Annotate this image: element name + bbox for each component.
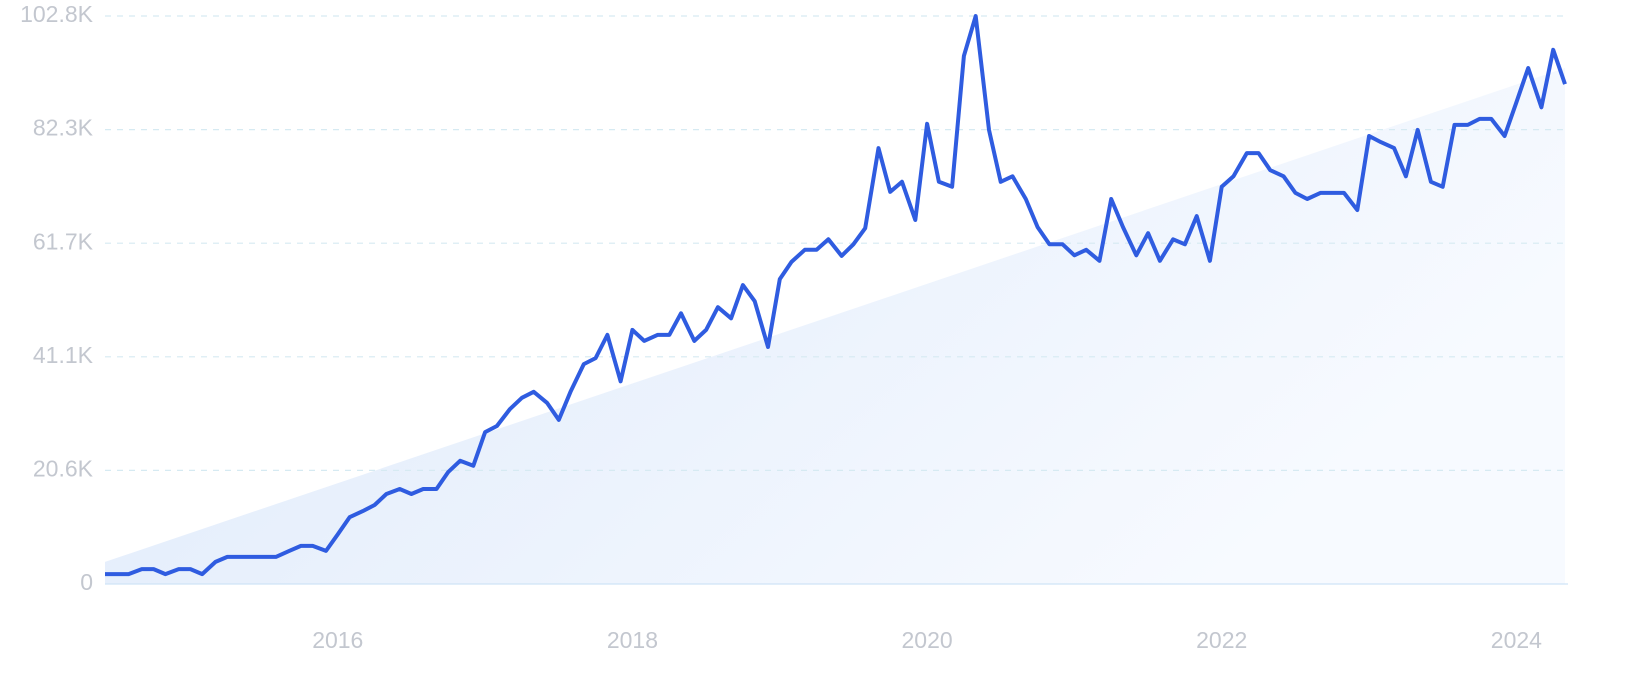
y-tick-label: 102.8K (20, 1, 94, 27)
y-tick-label: 41.1K (33, 342, 94, 368)
x-tick-label: 2016 (312, 627, 363, 653)
x-tick-label: 2022 (1196, 627, 1247, 653)
y-tick-label: 61.7K (33, 228, 94, 254)
trend-area (105, 68, 1565, 584)
data-line (105, 14, 1567, 577)
y-tick-label: 0 (80, 569, 93, 595)
y-tick-label: 20.6K (33, 455, 94, 481)
x-tick-label: 2020 (901, 627, 952, 653)
y-tick-label: 82.3K (33, 115, 94, 141)
x-tick-label: 2018 (607, 627, 658, 653)
x-tick-label: 2024 (1491, 627, 1542, 653)
